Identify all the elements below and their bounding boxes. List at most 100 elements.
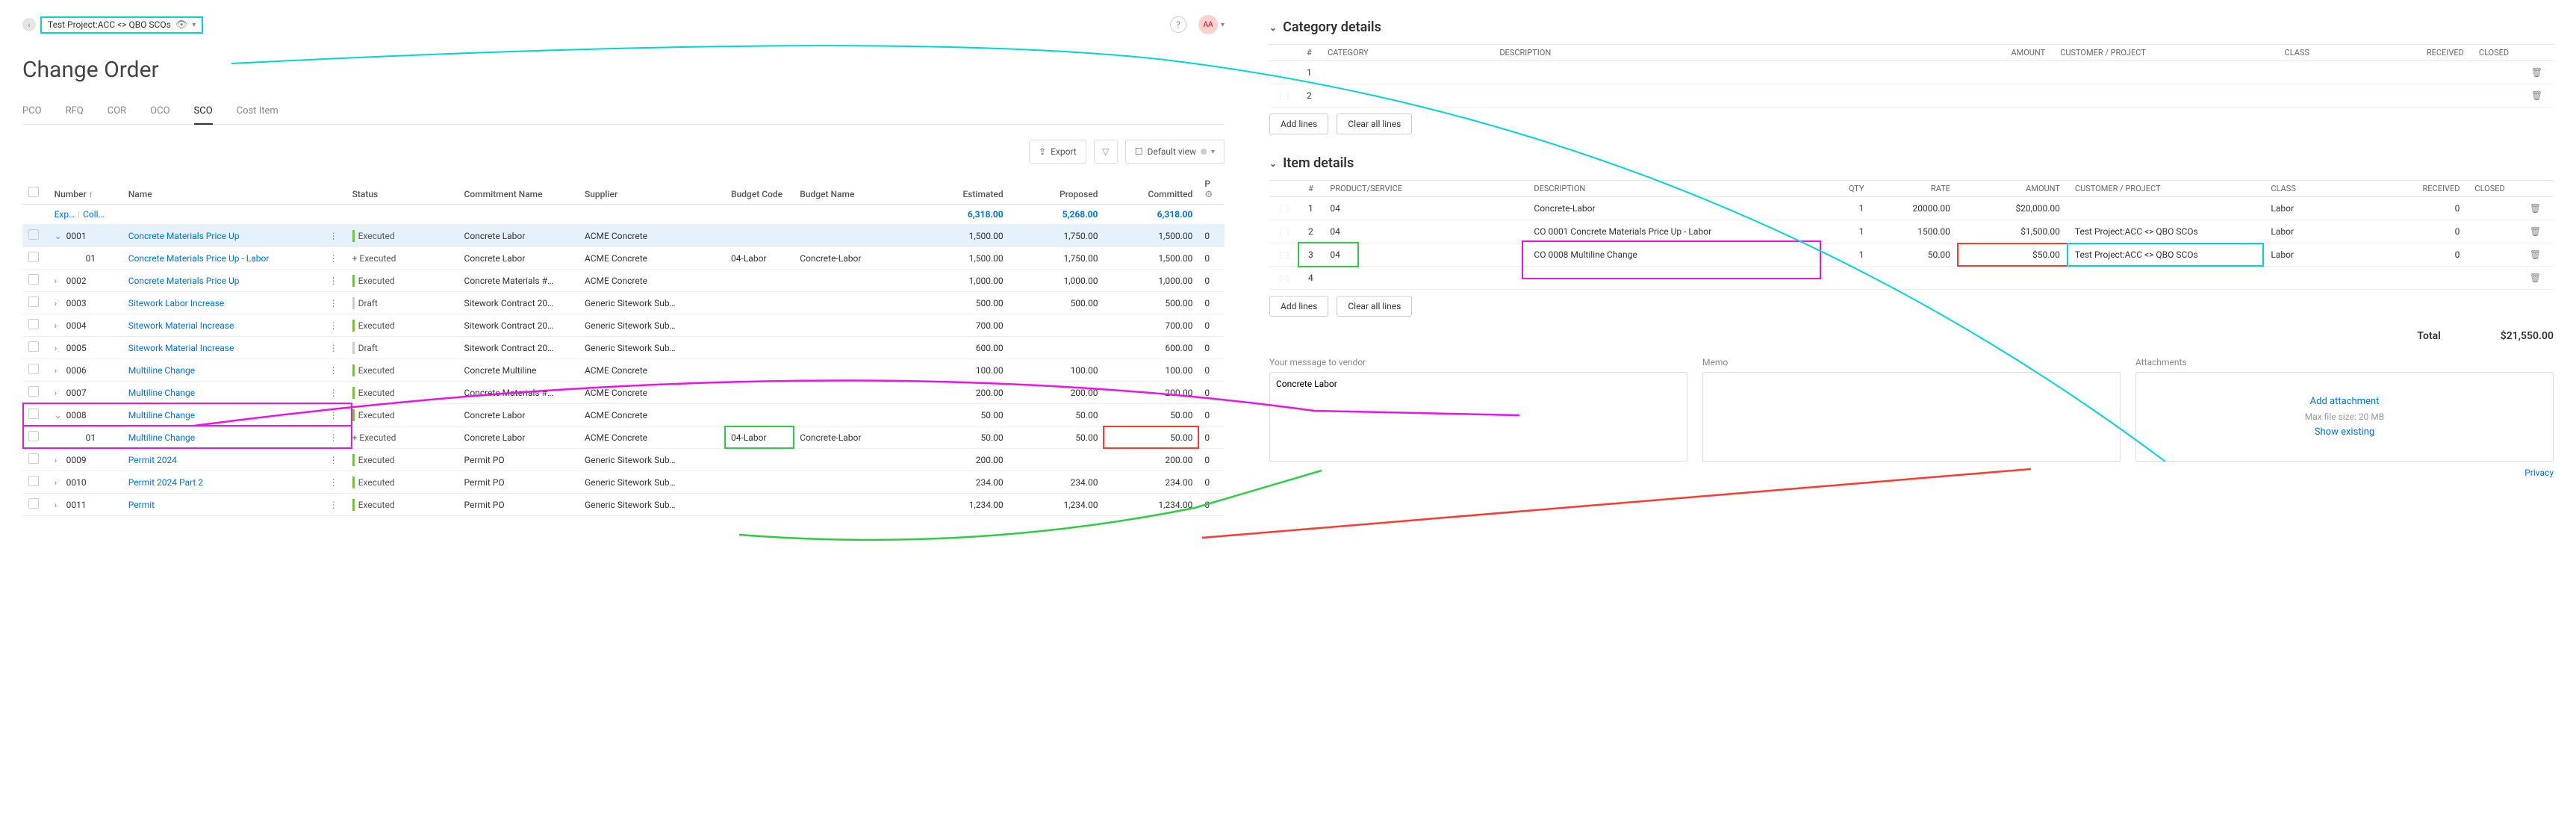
row-menu-icon[interactable]: ⋮ — [327, 477, 340, 488]
row-menu-icon[interactable]: ⋮ — [327, 410, 340, 420]
clear-lines-button[interactable]: Clear all lines — [1337, 296, 1412, 317]
add-lines-button[interactable]: Add lines — [1269, 296, 1328, 317]
checkbox[interactable] — [28, 319, 39, 329]
checkbox[interactable] — [28, 274, 39, 285]
checkbox[interactable] — [28, 498, 39, 509]
trash-icon[interactable]: 🗑 — [2530, 203, 2541, 214]
category-row[interactable]: ⋮⋮2🗑 — [1269, 84, 2554, 108]
table-row[interactable]: ›0003Sitework Labor Increase⋮DraftSitewo… — [22, 292, 1225, 314]
row-name-link[interactable]: Multiline Change — [128, 388, 195, 398]
help-icon[interactable]: ? — [1170, 16, 1186, 33]
avatar-chevron-icon[interactable]: ▾ — [1221, 21, 1225, 29]
expander-icon[interactable]: ⌄ — [55, 231, 62, 241]
sort-asc-icon[interactable]: ↑ — [89, 189, 93, 199]
drag-handle-icon[interactable]: ⋮⋮ — [1277, 275, 1292, 283]
item-row[interactable]: ⋮⋮4🗑 — [1269, 267, 2554, 290]
tab-oco[interactable]: OCO — [150, 101, 169, 124]
table-row[interactable]: ›0007Multiline Change⋮ExecutedConcrete M… — [22, 382, 1225, 404]
row-name-link[interactable]: Multiline Change — [128, 410, 195, 420]
table-row[interactable]: ›0004Sitework Material Increase⋮Executed… — [22, 314, 1225, 337]
message-textarea[interactable]: Concrete Labor — [1269, 372, 1687, 462]
row-name-link[interactable]: Sitework Labor Increase — [128, 298, 225, 308]
row-menu-icon[interactable]: ⋮ — [327, 253, 340, 264]
row-menu-icon[interactable]: ⋮ — [327, 298, 340, 308]
checkbox[interactable] — [28, 252, 39, 262]
clear-lines-button[interactable]: Clear all lines — [1337, 114, 1412, 134]
add-attachment-link[interactable]: Add attachment — [2310, 396, 2380, 407]
row-name-link[interactable]: Sitework Material Increase — [128, 343, 234, 353]
trash-icon[interactable]: 🗑 — [2530, 249, 2541, 260]
add-lines-button[interactable]: Add lines — [1269, 114, 1328, 134]
row-menu-icon[interactable]: ⋮ — [327, 432, 340, 443]
category-details-header[interactable]: ⌄ Category details — [1269, 19, 2554, 35]
expand-all-link[interactable]: Exp… — [55, 209, 75, 220]
row-menu-icon[interactable]: ⋮ — [327, 276, 340, 286]
row-name-link[interactable]: Concrete Materials Price Up - Labor — [128, 253, 270, 264]
row-menu-icon[interactable]: ⋮ — [327, 455, 340, 465]
drag-handle-icon[interactable]: ⋮⋮ — [1277, 229, 1292, 237]
memo-textarea[interactable] — [1702, 372, 2121, 462]
collapse-all-link[interactable]: Coll… — [83, 209, 105, 220]
drag-handle-icon[interactable]: ⋮⋮ — [1277, 69, 1292, 78]
checkbox[interactable] — [28, 431, 39, 441]
expander-icon[interactable]: › — [55, 365, 62, 376]
tab-rfq[interactable]: RFQ — [66, 101, 84, 124]
table-row[interactable]: ⌄0001Concrete Materials Price Up⋮Execute… — [22, 225, 1225, 247]
filter-button[interactable]: ▽ — [1094, 140, 1118, 164]
drag-handle-icon[interactable]: ⋮⋮ — [1277, 252, 1292, 260]
row-menu-icon[interactable]: ⋮ — [327, 388, 340, 398]
privacy-link[interactable]: Privacy — [2135, 468, 2554, 478]
tab-sco[interactable]: SCO — [194, 101, 213, 124]
trash-icon[interactable]: 🗑 — [2531, 67, 2542, 78]
expander-icon[interactable]: › — [55, 477, 62, 488]
export-button[interactable]: ⇪ Export — [1029, 140, 1086, 164]
table-row[interactable]: ›0005Sitework Material Increase⋮DraftSit… — [22, 337, 1225, 359]
expander-icon[interactable]: › — [55, 343, 62, 353]
avatar[interactable]: AA — [1198, 15, 1218, 34]
row-name-link[interactable]: Permit — [128, 500, 155, 510]
item-row[interactable]: ⋮⋮104Concrete-Labor120000.00$20,000.00La… — [1269, 197, 2554, 220]
attachments-panel[interactable]: Add attachment Max file size: 20 MB Show… — [2135, 372, 2554, 462]
expander-icon[interactable]: ⌄ — [55, 410, 62, 420]
expander-icon[interactable]: › — [55, 320, 62, 331]
nav-back-icon[interactable]: ‹ — [22, 18, 36, 31]
checkbox[interactable] — [28, 297, 39, 307]
row-name-link[interactable]: Concrete Materials Price Up — [128, 231, 240, 241]
default-view-button[interactable]: ☐ Default view ▾ — [1125, 140, 1225, 164]
expander-icon[interactable]: › — [55, 276, 62, 286]
row-menu-icon[interactable]: ⋮ — [327, 500, 340, 510]
trash-icon[interactable]: 🗑 — [2531, 90, 2542, 101]
checkbox[interactable] — [28, 229, 39, 240]
table-row[interactable]: ›0006Multiline Change⋮ExecutedConcrete M… — [22, 359, 1225, 382]
row-name-link[interactable]: Permit 2024 — [128, 455, 177, 465]
checkbox[interactable] — [28, 453, 39, 464]
drag-handle-icon[interactable]: ⋮⋮ — [1277, 93, 1292, 101]
tab-cor[interactable]: COR — [108, 101, 126, 124]
table-row[interactable]: 01Multiline Change⋮+ ExecutedConcrete La… — [22, 426, 1225, 449]
gear-icon[interactable]: ⚙ — [1204, 189, 1213, 199]
row-menu-icon[interactable]: ⋮ — [327, 343, 340, 353]
row-menu-icon[interactable]: ⋮ — [327, 365, 340, 376]
category-row[interactable]: ⋮⋮1🗑 — [1269, 61, 2554, 84]
table-row[interactable]: ›0009Permit 2024⋮ExecutedPermit POGeneri… — [22, 449, 1225, 471]
trash-icon[interactable]: 🗑 — [2530, 273, 2541, 283]
row-name-link[interactable]: Multiline Change — [128, 365, 195, 376]
item-details-header[interactable]: ⌄ Item details — [1269, 155, 2554, 171]
show-existing-link[interactable]: Show existing — [2315, 426, 2374, 438]
row-name-link[interactable]: Permit 2024 Part 2 — [128, 477, 203, 488]
checkbox[interactable] — [28, 341, 39, 352]
row-name-link[interactable]: Multiline Change — [128, 432, 195, 443]
trash-icon[interactable]: 🗑 — [2530, 226, 2541, 237]
table-row[interactable]: 01Concrete Materials Price Up - Labor⋮+ … — [22, 247, 1225, 270]
checkbox[interactable] — [28, 386, 39, 397]
table-row[interactable]: ›0010Permit 2024 Part 2⋮ExecutedPermit P… — [22, 471, 1225, 494]
checkbox[interactable] — [28, 364, 39, 374]
item-row[interactable]: ⋮⋮204CO 0001 Concrete Materials Price Up… — [1269, 220, 2554, 243]
table-row[interactable]: ›0011Permit⋮ExecutedPermit POGeneric Sit… — [22, 494, 1225, 516]
checkbox[interactable] — [28, 409, 39, 419]
table-row[interactable]: ›0002Concrete Materials Price Up⋮Execute… — [22, 270, 1225, 292]
checkbox-all[interactable] — [28, 187, 39, 197]
tab-pco[interactable]: PCO — [22, 101, 42, 124]
row-name-link[interactable]: Sitework Material Increase — [128, 320, 234, 331]
table-row[interactable]: ⌄0008Multiline Change⋮ExecutedConcrete L… — [22, 404, 1225, 426]
